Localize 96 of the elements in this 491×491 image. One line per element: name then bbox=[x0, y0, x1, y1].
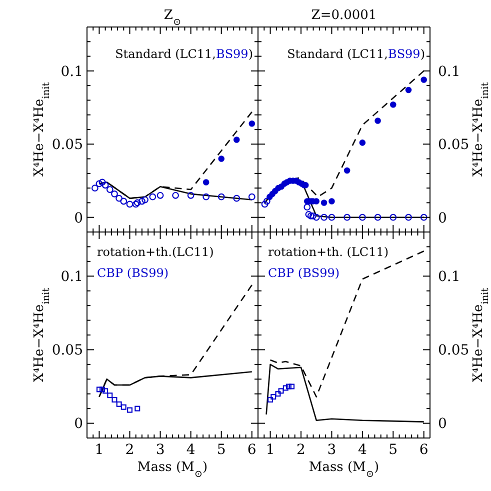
point bbox=[420, 76, 428, 83]
point bbox=[218, 193, 225, 200]
y-tick-label: 0 bbox=[74, 210, 83, 226]
y2-tick-label: 0.05 bbox=[438, 137, 470, 154]
point bbox=[156, 192, 164, 199]
point bbox=[91, 184, 98, 192]
point bbox=[172, 192, 180, 199]
y-tick-label: 0 bbox=[74, 416, 83, 432]
x-tick-label: 2 bbox=[125, 442, 134, 458]
point bbox=[275, 391, 281, 397]
point bbox=[261, 200, 268, 208]
point bbox=[405, 86, 412, 94]
point bbox=[116, 401, 122, 407]
point bbox=[138, 198, 146, 205]
point bbox=[305, 210, 312, 218]
point bbox=[116, 194, 123, 202]
x-axis-title: Mass (M$_{⊙}$) bbox=[308, 460, 380, 480]
point bbox=[142, 196, 148, 204]
annotation: Standard (LC11,BS99) bbox=[287, 47, 425, 61]
point bbox=[304, 204, 311, 211]
x-tick-label: 5 bbox=[216, 442, 226, 458]
x-tick-label: 1 bbox=[94, 442, 104, 458]
point bbox=[218, 156, 225, 162]
x-tick-label: 6 bbox=[247, 442, 256, 458]
y2-tick-label: 0 bbox=[438, 416, 447, 432]
point bbox=[112, 396, 118, 402]
y2-tick-label: 0.1 bbox=[438, 64, 460, 80]
x-tick-label: 4 bbox=[186, 442, 196, 458]
y-tick-label: 0.05 bbox=[52, 137, 83, 154]
point bbox=[248, 193, 256, 200]
point bbox=[134, 406, 140, 412]
point bbox=[111, 190, 118, 198]
x-tick-label: 2 bbox=[296, 442, 306, 458]
y2-tick-label: 0.1 bbox=[438, 269, 460, 286]
annotation: CBP (BS99) bbox=[97, 266, 169, 280]
y2-tick-label: 0.05 bbox=[438, 342, 470, 359]
x-tick-label: 3 bbox=[156, 442, 165, 458]
point bbox=[420, 214, 428, 221]
point bbox=[102, 388, 108, 394]
point bbox=[96, 386, 102, 392]
chart-title: Z=0.0001 bbox=[311, 8, 377, 23]
point bbox=[126, 200, 134, 208]
point bbox=[127, 407, 132, 413]
annotation: rotation+th. (LC11) bbox=[268, 245, 389, 259]
x-axis-title: Mass (M$_{⊙}$) bbox=[137, 460, 208, 480]
point bbox=[278, 388, 284, 394]
point bbox=[187, 192, 194, 199]
point bbox=[202, 193, 210, 200]
annotation: Standard (LC11,BS99) bbox=[115, 47, 253, 61]
y-tick-label: 0.05 bbox=[52, 342, 83, 359]
x-tick-label: 3 bbox=[327, 442, 336, 458]
annotation: rotation+th.(LC11) bbox=[97, 245, 214, 259]
point bbox=[374, 214, 382, 221]
point bbox=[405, 214, 412, 221]
point bbox=[328, 214, 336, 221]
point bbox=[310, 212, 316, 220]
point bbox=[359, 140, 366, 146]
point bbox=[344, 167, 350, 174]
point bbox=[120, 198, 128, 205]
point bbox=[233, 194, 240, 202]
point bbox=[344, 214, 351, 221]
point bbox=[289, 384, 295, 390]
x-tick-label: 6 bbox=[419, 442, 428, 458]
point bbox=[320, 214, 328, 221]
point bbox=[149, 193, 156, 200]
point bbox=[107, 392, 113, 398]
point bbox=[307, 212, 314, 220]
point bbox=[390, 214, 397, 221]
y2-tick-label: 0 bbox=[438, 210, 447, 226]
point bbox=[282, 385, 288, 391]
point bbox=[202, 179, 210, 186]
point bbox=[248, 120, 256, 127]
point bbox=[358, 214, 366, 221]
point bbox=[270, 394, 276, 400]
point bbox=[328, 198, 335, 204]
y-tick-label: 0.1 bbox=[60, 64, 83, 80]
point bbox=[98, 178, 106, 186]
point bbox=[320, 200, 328, 206]
point bbox=[390, 101, 396, 108]
point bbox=[268, 396, 274, 402]
point bbox=[263, 198, 270, 205]
point bbox=[312, 214, 320, 221]
y-tick-label: 0.1 bbox=[60, 269, 83, 286]
point bbox=[120, 404, 126, 410]
chart-title: Z$_{⊙}$ bbox=[164, 8, 182, 28]
point bbox=[374, 118, 381, 124]
x-tick-label: 1 bbox=[266, 442, 275, 458]
point bbox=[106, 186, 114, 193]
x-tick-label: 4 bbox=[358, 442, 367, 458]
point bbox=[233, 136, 240, 143]
x-tick-label: 5 bbox=[388, 442, 398, 458]
annotation: CBP (BS99) bbox=[268, 266, 340, 280]
point bbox=[96, 180, 103, 188]
point bbox=[286, 384, 292, 390]
point bbox=[102, 182, 109, 189]
point bbox=[100, 386, 106, 392]
